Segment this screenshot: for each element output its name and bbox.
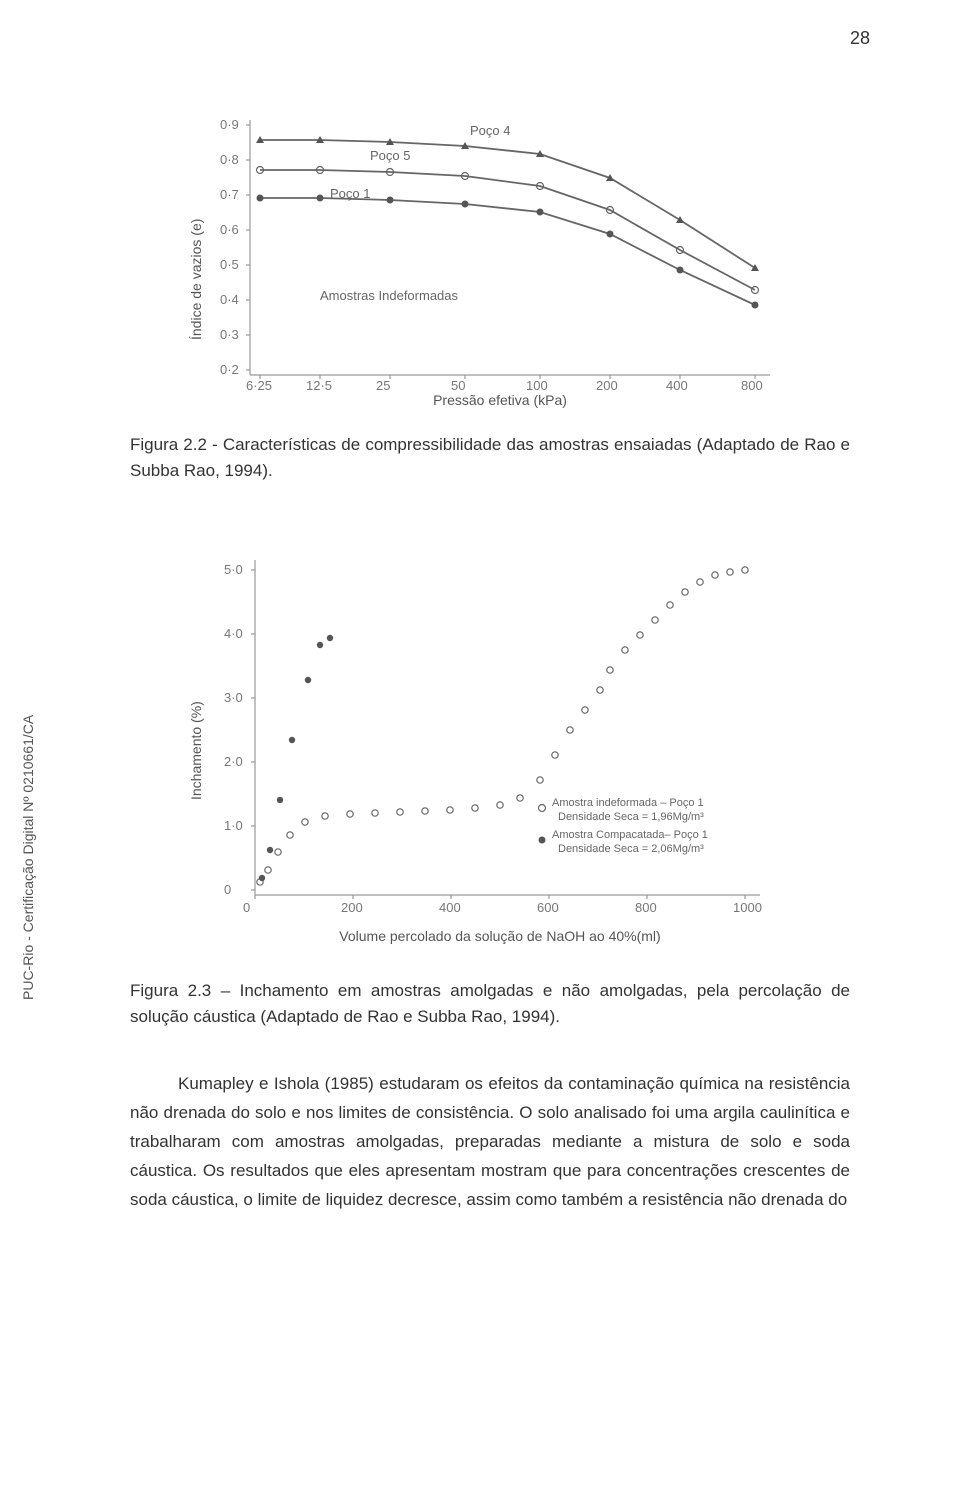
svg-text:6·25: 6·25: [246, 378, 272, 390]
svg-text:12·5: 12·5: [306, 378, 332, 390]
svg-text:400: 400: [666, 378, 688, 390]
svg-text:0: 0: [224, 882, 231, 897]
svg-text:0·6: 0·6: [220, 222, 239, 237]
svg-text:0: 0: [243, 900, 250, 915]
svg-text:1000: 1000: [733, 900, 762, 915]
svg-text:50: 50: [451, 378, 465, 390]
svg-text:200: 200: [341, 900, 363, 915]
svg-text:800: 800: [741, 378, 763, 390]
fig2-legend-filled-sub: Densidade Seca = 2,06Mg/m³: [558, 843, 704, 855]
svg-text:200: 200: [596, 378, 618, 390]
svg-text:25: 25: [376, 378, 390, 390]
fig1-label-poco4: Poço 4: [470, 123, 510, 138]
body-paragraph: Kumapley e Ishola (1985) estudaram os ef…: [130, 1070, 850, 1214]
fig1-label-amostras: Amostras Indeformadas: [320, 288, 459, 303]
fig2-chart-svg: 0 1·0 2·0 3·0 4·0 5·0 0 200 400 600 800 1000 Amost…: [200, 530, 800, 920]
fig2-legend-open-sub: Densidade Seca = 1,96Mg/m³: [558, 811, 704, 823]
svg-text:0·9: 0·9: [220, 117, 239, 132]
page-number: 28: [850, 28, 870, 49]
fig1-y-axis-label: Índice de vazios (e): [188, 219, 204, 340]
svg-text:4·0: 4·0: [224, 626, 243, 641]
figure-2-swelling: Inchamento (%) 01·02·03·04·05·0 02004006…: [200, 530, 800, 960]
svg-text:0·2: 0·2: [220, 362, 239, 377]
figure-2-caption: Figura 2.3 – Inchamento em amostras amol…: [130, 978, 850, 1029]
svg-text:2·0: 2·0: [224, 754, 243, 769]
svg-text:800: 800: [635, 900, 657, 915]
svg-text:400: 400: [439, 900, 461, 915]
fig1-chart-svg: 0·2 0·3 0·4 0·5 0·6 0·7 0·8 0·9 6·25 12·5 25 50 100…: [200, 90, 800, 390]
svg-text:0·4: 0·4: [220, 292, 239, 307]
certification-sidebar: PUC-Rio - Certificação Digital Nº 021066…: [20, 715, 36, 1000]
fig1-x-axis-label: Pressão efetiva (kPa): [200, 392, 800, 408]
svg-text:0·5: 0·5: [220, 257, 239, 272]
fig2-legend-open: Amostra indeformada – Poço 1: [552, 797, 704, 809]
svg-text:100: 100: [526, 378, 548, 390]
svg-text:1·0: 1·0: [224, 818, 243, 833]
fig2-x-axis-label: Volume percolado da solução de NaOH ao 4…: [200, 928, 800, 944]
svg-text:0·8: 0·8: [220, 152, 239, 167]
fig1-label-poco1: Poço 1: [330, 186, 370, 201]
svg-text:3·0: 3·0: [224, 690, 243, 705]
figure-1-compressibility: Índice de vazios (e) 0·20·30·40·50·60·70…: [200, 90, 800, 420]
svg-text:600: 600: [537, 900, 559, 915]
fig2-legend-filled: Amostra Compacatada– Poço 1: [552, 829, 708, 841]
figure-1-caption: Figura 2.2 - Características de compress…: [130, 432, 850, 483]
svg-text:0·7: 0·7: [220, 187, 239, 202]
fig2-y-axis-label: Inchamento (%): [188, 701, 204, 800]
svg-text:5·0: 5·0: [224, 562, 243, 577]
svg-text:0·3: 0·3: [220, 327, 239, 342]
fig1-label-poco5: Poço 5: [370, 148, 410, 163]
